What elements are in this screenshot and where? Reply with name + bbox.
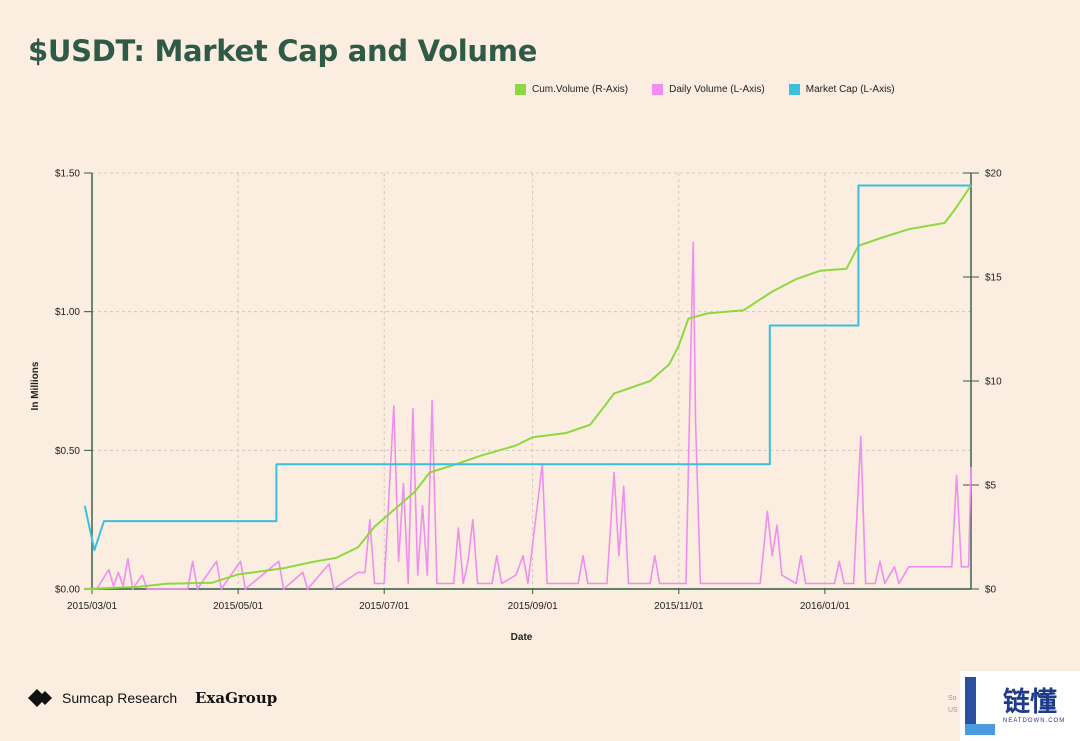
y-right-tick-label: $10 (985, 377, 1002, 388)
source-note-line-1: So (948, 695, 957, 702)
series-line-daily-volume-l-axis (84, 241, 972, 590)
x-tick-label: 2015/03/01 (67, 601, 117, 612)
y-axis-label: In Millions (30, 361, 41, 410)
x-tick-label: 2015/07/01 (359, 601, 409, 612)
y-right-tick-label: $0 (985, 585, 997, 596)
chart-legend: Cum.Volume (R-Axis) Daily Volume (L-Axis… (515, 84, 895, 95)
footer-partner: ExaGroup (195, 689, 278, 707)
watermark-logo-icon (965, 677, 995, 735)
legend-label-cum-volume: Cum.Volume (R-Axis) (532, 84, 629, 95)
watermark: 链懂 NEATDOWN.COM (960, 671, 1080, 741)
series-line-cum-volume-r-axis (84, 184, 972, 590)
footer-brand: Sumcap Research (28, 689, 177, 707)
x-tick-label: 2015/09/01 (508, 601, 558, 612)
y-left-tick-label: $0.50 (55, 446, 80, 457)
x-tick-label: 2015/05/01 (213, 601, 263, 612)
source-note: So US (948, 693, 958, 717)
y-right-tick-label: $20 (985, 169, 1002, 180)
legend-swatch-cum-volume (515, 84, 526, 95)
x-tick-label: 2015/11/01 (654, 601, 704, 612)
legend-label-market-cap: Market Cap (L-Axis) (805, 84, 895, 95)
source-note-line-2: US (948, 707, 958, 714)
x-tick-label: 2016/01/01 (800, 601, 850, 612)
series-line-market-cap-l-axis (83, 184, 971, 552)
y-left-tick-label: $0.00 (55, 585, 80, 596)
legend-item-cum-volume: Cum.Volume (R-Axis) (515, 84, 628, 95)
legend-swatch-daily-volume (652, 84, 664, 95)
y-right-tick-label: $5 (985, 481, 997, 492)
sumcap-logo-icon (28, 689, 52, 707)
y-left-tick-label: $1.00 (55, 307, 80, 318)
legend-swatch-market-cap (788, 84, 800, 95)
legend-item-daily-volume: Daily Volume (L-Axis) (652, 84, 765, 95)
chart-title: $USDT: Market Cap and Volume (28, 34, 538, 68)
x-axis-label: Date (511, 632, 533, 643)
legend-label-daily-volume: Daily Volume (L-Axis) (669, 84, 765, 95)
y-right-tick-label: $15 (985, 273, 1002, 284)
watermark-english: NEATDOWN.COM (1003, 718, 1066, 724)
legend-item-market-cap: Market Cap (L-Axis) (788, 84, 895, 95)
watermark-chinese: 链懂 (1003, 687, 1057, 718)
y-left-tick-label: $1.50 (55, 169, 80, 180)
footer-brand-name: Sumcap Research (62, 690, 178, 706)
